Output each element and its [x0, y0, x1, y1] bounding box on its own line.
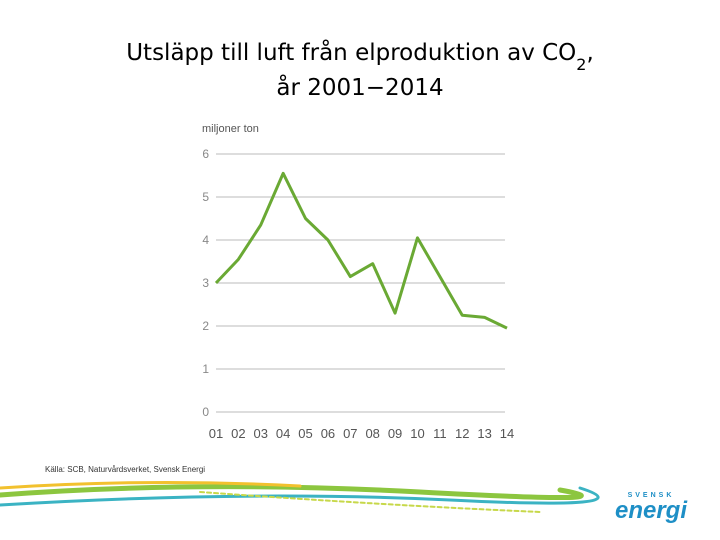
logo-small: SVENSK [628, 492, 675, 499]
x-tick-label: 10 [410, 426, 424, 441]
swoosh [0, 480, 302, 490]
y-tick-label: 1 [202, 362, 209, 376]
x-tick-label: 02 [231, 426, 245, 441]
y-tick-label: 5 [202, 190, 209, 204]
title-subscript: 2 [576, 55, 586, 74]
swooshes [0, 480, 600, 513]
y-tick-label: 6 [202, 147, 209, 161]
x-tick-label: 13 [477, 426, 491, 441]
y-tick-label: 3 [202, 276, 209, 290]
x-tick-label: 12 [455, 426, 469, 441]
title-main: Utsläpp till luft från elproduktion av C… [126, 38, 576, 66]
x-tick-label: 06 [321, 426, 335, 441]
title-tail: , [586, 40, 593, 66]
source: Källa: SCB, Naturvårdsverket, Svensk Ene… [45, 465, 205, 474]
logo-big: energi [615, 497, 688, 524]
y-tick-label: 2 [202, 319, 209, 333]
x-tick-label: 08 [365, 426, 379, 441]
swoosh [199, 491, 541, 513]
x-tick-label: 07 [343, 426, 357, 441]
x-tick-label: 05 [298, 426, 312, 441]
x-tick-label: 11 [433, 426, 447, 441]
chart-title-line2: år 2001−2014 [276, 73, 443, 101]
x-tick-label: 04 [276, 426, 290, 441]
y-tick-label: 4 [202, 233, 209, 247]
x-tick-label: 01 [209, 426, 223, 441]
y-tick-label: 0 [202, 405, 209, 419]
chart-title: Utsläpp till luft från elproduktion av C… [126, 38, 594, 74]
x-tick-label: 03 [254, 426, 268, 441]
swoosh [0, 486, 600, 507]
x-tick-label: 14 [500, 426, 514, 441]
x-tick-label: 09 [388, 426, 402, 441]
swoosh [0, 484, 584, 501]
y-axis-label: miljoner ton [202, 123, 259, 135]
data-line [214, 171, 508, 330]
